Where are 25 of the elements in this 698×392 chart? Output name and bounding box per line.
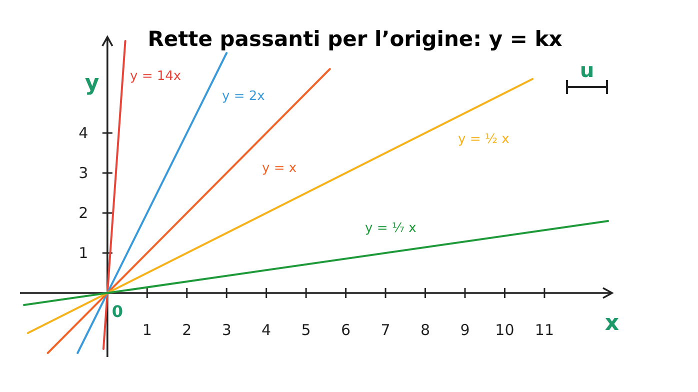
series-label: y = 2x <box>222 89 266 104</box>
y-axis-title: y <box>84 71 100 96</box>
x-tick-label: 2 <box>182 321 192 339</box>
series-label: y = 14x <box>130 69 182 84</box>
annotation: 0 <box>112 302 123 321</box>
series-label: y = x <box>262 161 297 176</box>
x-tick-label: 11 <box>534 321 554 339</box>
x-tick-label: 3 <box>222 321 232 339</box>
x-tick-label: 9 <box>460 321 470 339</box>
x-tick-label: 7 <box>380 321 390 339</box>
y-tick-label: 1 <box>78 244 88 262</box>
x-tick-label: 4 <box>262 321 272 339</box>
series-label: y = ½ x <box>458 132 510 147</box>
x-tick-label: 1 <box>142 321 152 339</box>
series-label: y = ⅐ x <box>365 221 417 236</box>
x-tick-label: 8 <box>420 321 430 339</box>
y-tick-label: 2 <box>78 204 88 222</box>
annotation: u <box>580 58 594 82</box>
chart-title: Rette passanti per l’origine: y = kx <box>148 27 563 51</box>
x-tick-label: 5 <box>301 321 311 339</box>
x-tick-label: 6 <box>341 321 351 339</box>
x-axis-title: x <box>604 311 620 336</box>
x-tick-label: 10 <box>495 321 514 339</box>
y-tick-label: 3 <box>78 164 88 182</box>
y-tick-label: 4 <box>78 124 88 142</box>
